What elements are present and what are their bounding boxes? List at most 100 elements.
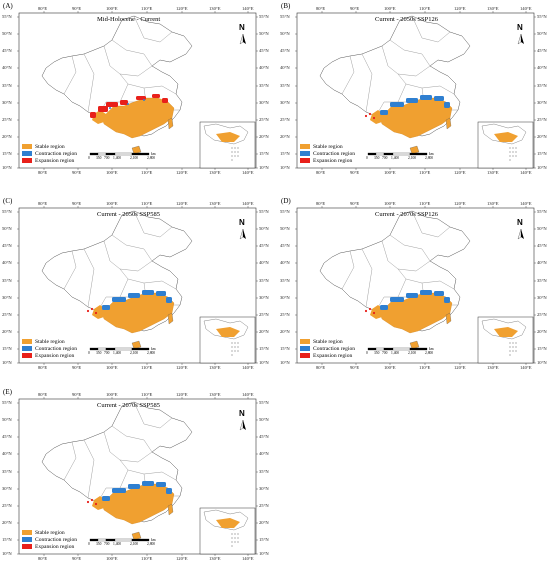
expansion-region xyxy=(136,96,146,100)
legend: Stable region Contraction region Expansion… xyxy=(300,338,355,359)
lon-tick-label: 120°E xyxy=(454,6,466,11)
lon-tick-label: 120°E xyxy=(454,201,466,206)
lat-tick-label: 40°N xyxy=(2,260,12,265)
scale-bar-segment xyxy=(392,347,411,351)
lat-tick-label: 20°N xyxy=(280,134,290,139)
inset-stable-region xyxy=(216,327,240,337)
lon-tick-label: 110°E xyxy=(419,170,431,175)
contraction-region xyxy=(390,297,404,302)
inset-island xyxy=(231,346,233,348)
contraction-region xyxy=(112,297,126,302)
lat-tick-label: 25°N xyxy=(2,503,12,508)
scale-bar-segment xyxy=(105,538,116,542)
inset-island xyxy=(509,147,511,149)
contraction-region xyxy=(142,290,154,295)
lat-tick-label: 40°N xyxy=(537,260,547,265)
lon-tick-label: 110°E xyxy=(141,6,153,11)
contraction-region xyxy=(444,297,450,303)
lon-tick-label: 90°E xyxy=(72,170,82,175)
lon-tick-label: 140°E xyxy=(242,365,254,370)
lon-tick-label: 90°E xyxy=(350,6,360,11)
lon-tick-label: 130°E xyxy=(487,201,499,206)
inset-island xyxy=(231,147,233,149)
province-boundary xyxy=(127,469,177,481)
map-panel-e: (E) Current - 2070s SSP585 80°E 80°E 90°E 90°… xyxy=(2,388,272,574)
lat-tick-label: 50°N xyxy=(537,31,547,36)
north-label: N xyxy=(517,23,523,32)
contraction-region xyxy=(143,99,145,101)
contraction-region xyxy=(128,293,140,298)
lon-tick-label: 140°E xyxy=(242,170,254,175)
lat-tick-label: 35°N xyxy=(2,469,12,474)
inset-island xyxy=(512,342,514,344)
inset-stable-region xyxy=(216,132,240,142)
lon-tick-label: 140°E xyxy=(520,6,532,11)
lon-tick-label: 130°E xyxy=(209,170,221,175)
province-boundary xyxy=(405,83,455,95)
inset-island xyxy=(512,350,514,352)
lon-tick-label: 130°E xyxy=(487,6,499,11)
north-arrow-icon xyxy=(239,228,244,240)
inset-island xyxy=(237,342,239,344)
lon-tick-label: 100°E xyxy=(384,201,396,206)
north-label: N xyxy=(239,23,245,32)
lat-tick-label: 30°N xyxy=(2,295,12,300)
lat-tick-label: 45°N xyxy=(537,48,547,53)
province-boundary xyxy=(119,451,153,463)
map-figure xyxy=(17,206,258,365)
province-boundary xyxy=(361,53,373,113)
lat-tick-label: 15°N xyxy=(259,537,269,542)
province-boundary xyxy=(127,83,177,95)
province-boundary xyxy=(341,250,355,290)
lon-tick-label: 110°E xyxy=(419,6,431,11)
inset-island xyxy=(231,545,233,547)
lat-tick-label: 10°N xyxy=(280,165,290,170)
lat-tick-label: 25°N xyxy=(2,117,12,122)
lat-tick-label: 25°N xyxy=(280,312,290,317)
lon-tick-label: 110°E xyxy=(419,365,431,370)
inset-stable-region xyxy=(494,132,518,142)
scale-unit: km xyxy=(151,152,156,156)
legend-swatch-contraction xyxy=(300,151,310,156)
inset-island xyxy=(512,147,514,149)
lon-tick-label: 120°E xyxy=(176,556,188,561)
panel-title: Mid-Holocene - Current xyxy=(97,16,161,23)
lat-tick-label: 55°N xyxy=(2,209,12,214)
province-boundary xyxy=(127,278,177,290)
legend-swatch-contraction xyxy=(22,151,32,156)
inset-island xyxy=(234,350,236,352)
contraction-region xyxy=(406,98,418,103)
inset-island xyxy=(231,533,233,535)
expansion-region xyxy=(368,307,372,311)
lat-tick-label: 40°N xyxy=(2,451,12,456)
scale-label: 0 xyxy=(88,156,90,160)
inset-island xyxy=(509,155,511,157)
lat-tick-label: 35°N xyxy=(2,83,12,88)
legend-label-contraction: Contraction region xyxy=(35,536,78,543)
scale-label: 1,400 xyxy=(113,156,122,160)
expansion-region xyxy=(162,98,168,103)
lon-tick-label: 100°E xyxy=(106,556,118,561)
inset-island xyxy=(509,151,511,153)
lat-tick-label: 30°N xyxy=(2,100,12,105)
legend-label-stable: Stable region xyxy=(35,338,65,345)
legend-label-contraction: Contraction region xyxy=(313,345,356,352)
lon-tick-label: 100°E xyxy=(106,6,118,11)
lon-tick-label: 100°E xyxy=(384,6,396,11)
lat-tick-label: 55°N xyxy=(259,400,269,405)
panel-label: (C) xyxy=(3,197,13,205)
lat-tick-label: 35°N xyxy=(2,278,12,283)
scale-label: 2,100 xyxy=(408,351,417,355)
lat-tick-label: 10°N xyxy=(537,165,547,170)
scale-bar-segment xyxy=(383,152,394,156)
inset-island xyxy=(231,151,233,153)
contraction-region xyxy=(420,290,432,295)
contraction-region xyxy=(434,291,444,296)
contraction-region xyxy=(156,291,166,296)
lat-tick-label: 25°N xyxy=(280,117,290,122)
scale-bar-segment xyxy=(392,152,411,156)
scale-unit: km xyxy=(151,347,156,351)
north-arrow-icon xyxy=(521,229,524,239)
lon-tick-label: 100°E xyxy=(384,170,396,175)
lat-tick-label: 55°N xyxy=(2,400,12,405)
